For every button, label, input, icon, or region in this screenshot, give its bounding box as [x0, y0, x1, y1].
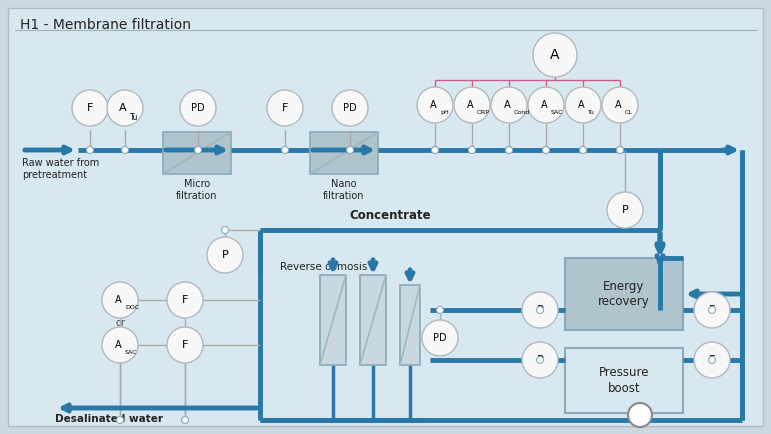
Text: F: F [709, 305, 715, 315]
Circle shape [491, 87, 527, 123]
Text: Desalinated water: Desalinated water [55, 414, 163, 424]
Text: P: P [537, 305, 544, 315]
Text: A: A [429, 100, 436, 110]
Circle shape [537, 306, 544, 313]
Circle shape [221, 227, 228, 233]
Circle shape [454, 87, 490, 123]
FancyBboxPatch shape [8, 8, 763, 426]
Circle shape [181, 417, 188, 424]
Circle shape [267, 90, 303, 126]
Circle shape [167, 282, 203, 318]
Bar [163, 132, 231, 174]
Circle shape [332, 90, 368, 126]
Circle shape [167, 327, 203, 363]
Circle shape [617, 147, 624, 154]
Circle shape [469, 147, 476, 154]
Text: A: A [115, 340, 121, 350]
Text: Tu: Tu [588, 110, 595, 115]
Text: SAC: SAC [125, 350, 137, 355]
Circle shape [346, 147, 353, 154]
Text: or: or [115, 318, 125, 328]
Text: PD: PD [433, 333, 447, 343]
Circle shape [543, 147, 550, 154]
Text: P: P [537, 355, 544, 365]
Text: F: F [282, 103, 288, 113]
Bar [310, 132, 378, 174]
Circle shape [102, 282, 138, 318]
Text: Nano
filtration: Nano filtration [323, 179, 365, 201]
Text: F: F [87, 103, 93, 113]
Text: A: A [540, 100, 547, 110]
Text: PD: PD [191, 103, 205, 113]
Text: H1 - Membrane filtration: H1 - Membrane filtration [20, 18, 191, 32]
Circle shape [580, 147, 587, 154]
Text: Concentrate: Concentrate [349, 209, 431, 222]
Text: A: A [550, 48, 560, 62]
Text: F: F [182, 340, 188, 350]
Circle shape [207, 237, 243, 273]
Circle shape [580, 147, 587, 154]
Text: Reverse osmosis: Reverse osmosis [280, 262, 367, 272]
Circle shape [281, 147, 288, 154]
Circle shape [417, 87, 453, 123]
Circle shape [194, 147, 201, 154]
Circle shape [436, 306, 443, 313]
Circle shape [537, 356, 544, 364]
Text: F: F [709, 355, 715, 365]
Text: PD: PD [343, 103, 357, 113]
Bar [400, 285, 420, 365]
Circle shape [506, 147, 513, 154]
Text: P: P [621, 205, 628, 215]
Circle shape [528, 87, 564, 123]
Text: A: A [120, 103, 126, 113]
Circle shape [122, 147, 129, 154]
Text: Pressure
boost: Pressure boost [599, 366, 649, 395]
Text: Raw water from
pretreatment: Raw water from pretreatment [22, 158, 99, 180]
Text: ORP: ORP [477, 110, 490, 115]
Circle shape [432, 147, 439, 154]
Text: A: A [503, 100, 510, 110]
Circle shape [602, 87, 638, 123]
Bar [320, 275, 346, 365]
Circle shape [506, 147, 513, 154]
Text: Tu: Tu [130, 113, 138, 122]
Text: DOC: DOC [125, 305, 140, 310]
Text: A: A [577, 100, 584, 110]
Circle shape [432, 147, 439, 154]
Circle shape [709, 306, 715, 313]
Circle shape [522, 342, 558, 378]
Circle shape [694, 292, 730, 328]
Circle shape [116, 417, 123, 424]
Text: CL: CL [625, 110, 633, 115]
Text: A: A [614, 100, 621, 110]
Bar [565, 348, 683, 413]
Circle shape [565, 87, 601, 123]
Text: Energy
recovery: Energy recovery [598, 280, 650, 308]
Circle shape [422, 320, 458, 356]
Text: Cond: Cond [514, 110, 530, 115]
Text: Micro
filtration: Micro filtration [177, 179, 217, 201]
Bar [565, 258, 683, 330]
Text: SAC: SAC [551, 110, 564, 115]
Circle shape [617, 147, 624, 154]
Bar [360, 275, 386, 365]
Circle shape [86, 147, 93, 154]
Circle shape [522, 292, 558, 328]
Circle shape [180, 90, 216, 126]
Circle shape [694, 342, 730, 378]
Text: pH: pH [440, 110, 449, 115]
Circle shape [102, 327, 138, 363]
Circle shape [607, 192, 643, 228]
Text: A: A [466, 100, 473, 110]
Text: P: P [221, 250, 228, 260]
Text: A: A [115, 295, 121, 305]
Circle shape [469, 147, 476, 154]
Circle shape [628, 403, 652, 427]
Circle shape [709, 356, 715, 364]
Circle shape [72, 90, 108, 126]
Circle shape [543, 147, 550, 154]
Text: F: F [182, 295, 188, 305]
Circle shape [107, 90, 143, 126]
Circle shape [533, 33, 577, 77]
